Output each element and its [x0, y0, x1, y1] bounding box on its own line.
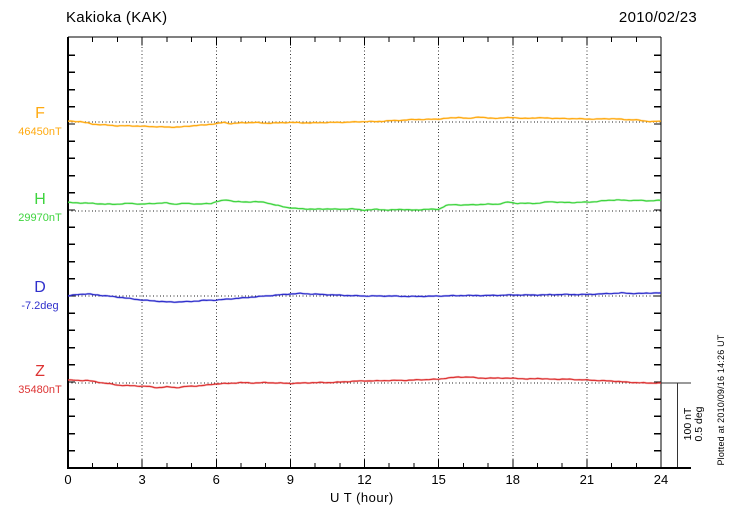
- channel-baseline-H: 29970nT: [18, 212, 62, 224]
- x-tick-label: 15: [431, 472, 446, 487]
- trace-Z: [67, 375, 662, 389]
- x-tick-label: 6: [212, 472, 220, 487]
- plotted-at-note: Plotted at 2010/09/16 14:26 UT: [716, 334, 726, 466]
- scale-bar-label-deg: 0.5 deg: [693, 406, 705, 442]
- channel-baseline-F: 46450nT: [18, 126, 62, 138]
- channel-baseline-Z: 35480nT: [18, 384, 62, 396]
- x-tick-label: 12: [357, 472, 372, 487]
- channel-letter-D: D: [34, 279, 46, 296]
- x-tick-label: 21: [579, 472, 595, 487]
- trace-Z: [67, 376, 662, 389]
- trace-D: [67, 291, 662, 303]
- x-tick-label: 18: [505, 472, 520, 487]
- x-axis-title: U T (hour): [330, 490, 394, 505]
- x-tick-label: 3: [138, 472, 146, 487]
- channel-letter-H: H: [34, 191, 46, 208]
- date-label: 2010/02/23: [618, 9, 697, 26]
- x-tick-label: 9: [286, 472, 294, 487]
- channel-letter-F: F: [35, 105, 45, 122]
- channel-label-F: F 46450nT: [6, 106, 74, 138]
- channel-label-D: D -7.2deg: [6, 280, 74, 312]
- channel-label-H: H 29970nT: [6, 192, 74, 224]
- trace-H: [67, 198, 662, 212]
- channel-baseline-D: -7.2deg: [21, 300, 59, 312]
- channel-letter-Z: Z: [35, 363, 45, 380]
- channel-label-Z: Z 35480nT: [6, 364, 74, 396]
- x-tick-label: 0: [64, 472, 72, 487]
- page-title: Kakioka (KAK): [66, 9, 168, 26]
- scale-bar-label: 100 nT 0.5 deg: [682, 406, 705, 442]
- x-tick-label: 24: [653, 472, 669, 487]
- trace-F: [67, 116, 661, 129]
- trace-H: [67, 199, 662, 212]
